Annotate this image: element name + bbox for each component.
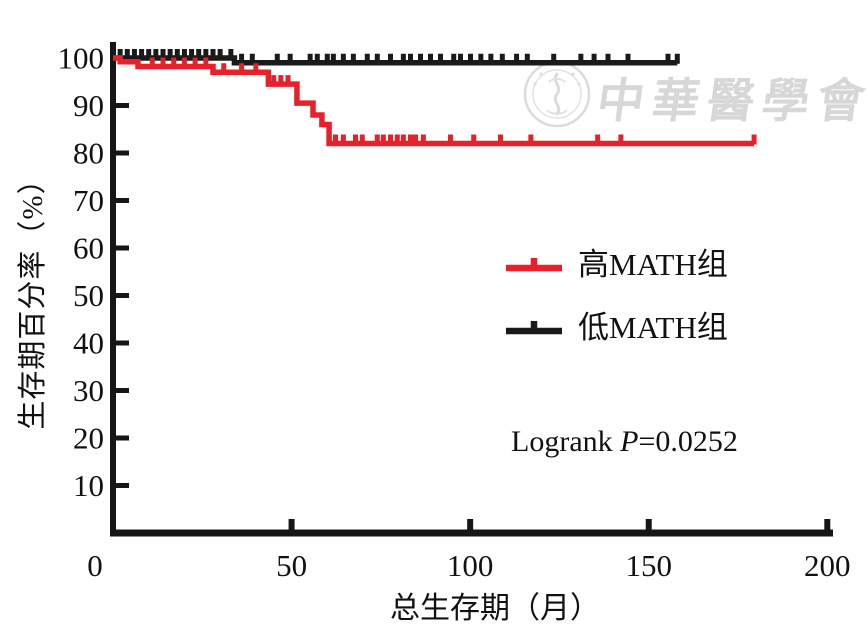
y-tick-label: 90 [73, 88, 104, 123]
legend-label-high-math: 高MATH组 [578, 246, 728, 282]
legend-item-low-math: 低MATH组 [504, 307, 728, 347]
legend-item-high-math: 高MATH组 [504, 244, 728, 284]
logrank-value: =0.0252 [638, 425, 738, 458]
red-censored-line-symbol [506, 258, 562, 272]
y-tick-label: 30 [73, 373, 104, 408]
logrank-p-symbol: P [620, 425, 639, 458]
y-tick-label: 50 [73, 278, 104, 313]
y-tick-label: 70 [73, 183, 104, 218]
legend: 高MATH组 低MATH组 [504, 244, 728, 347]
x-tick-label: 150 [625, 548, 672, 583]
y-tick-label: 100 [58, 41, 105, 76]
x-tick-label: 100 [447, 548, 494, 583]
logrank-p-value: Logrank P=0.0252 [511, 425, 738, 459]
black-censored-line-symbol [506, 321, 562, 335]
survival-curve [113, 55, 755, 147]
y-tick-label: 80 [73, 136, 104, 171]
y-tick-label: 20 [73, 421, 104, 456]
x-tick-label: 50 [276, 548, 307, 583]
x-tick-label: 200 [804, 548, 851, 583]
legend-label-low-math: 低MATH组 [578, 309, 728, 345]
logrank-prefix: Logrank [511, 425, 621, 458]
y-tick-label: 10 [73, 468, 104, 503]
y-tick-label: 60 [73, 231, 104, 266]
x-axis-title: 总生存期（月） [390, 592, 600, 624]
x-tick-label: 0 [87, 548, 103, 583]
y-tick-label: 40 [73, 326, 104, 361]
